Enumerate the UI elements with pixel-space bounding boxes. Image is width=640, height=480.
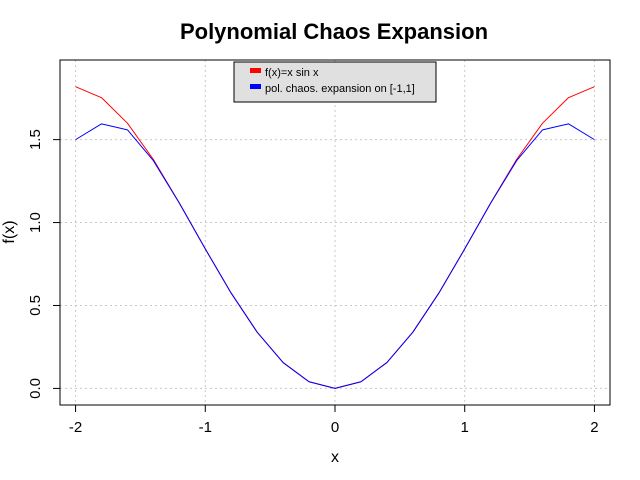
- y-axis-label: f(x): [1, 220, 18, 243]
- chart-title: Polynomial Chaos Expansion: [180, 19, 488, 44]
- y-axis: 0.0 0.5 1.0 1.5: [27, 129, 61, 399]
- y-tick-label: 1.5: [27, 129, 44, 150]
- x-tick-label: -1: [199, 419, 212, 436]
- x-tick-label: 0: [331, 419, 339, 436]
- legend-swatch-1: [250, 68, 261, 73]
- legend-box: [233, 61, 437, 103]
- legend: f(x)=x sin x pol. chaos. expansion on [-1…: [233, 61, 437, 103]
- legend-label-1: f(x)=x sin x: [265, 67, 319, 79]
- grid: [60, 60, 610, 405]
- series-line-2: [75, 123, 595, 389]
- series-layer: [75, 86, 595, 389]
- legend-label-2: pol. chaos. expansion on [-1,1]: [265, 83, 415, 95]
- x-axis: -2 -1 0 1 2: [69, 404, 599, 436]
- y-tick-label: 1.0: [27, 212, 44, 233]
- x-axis-label: x: [331, 449, 339, 466]
- x-tick-label: 2: [590, 419, 598, 436]
- x-tick-label: 1: [461, 419, 469, 436]
- y-tick-label: 0.0: [27, 378, 44, 399]
- legend-swatch-2: [250, 84, 261, 89]
- x-tick-label: -2: [69, 419, 82, 436]
- y-tick-label: 0.5: [27, 295, 44, 316]
